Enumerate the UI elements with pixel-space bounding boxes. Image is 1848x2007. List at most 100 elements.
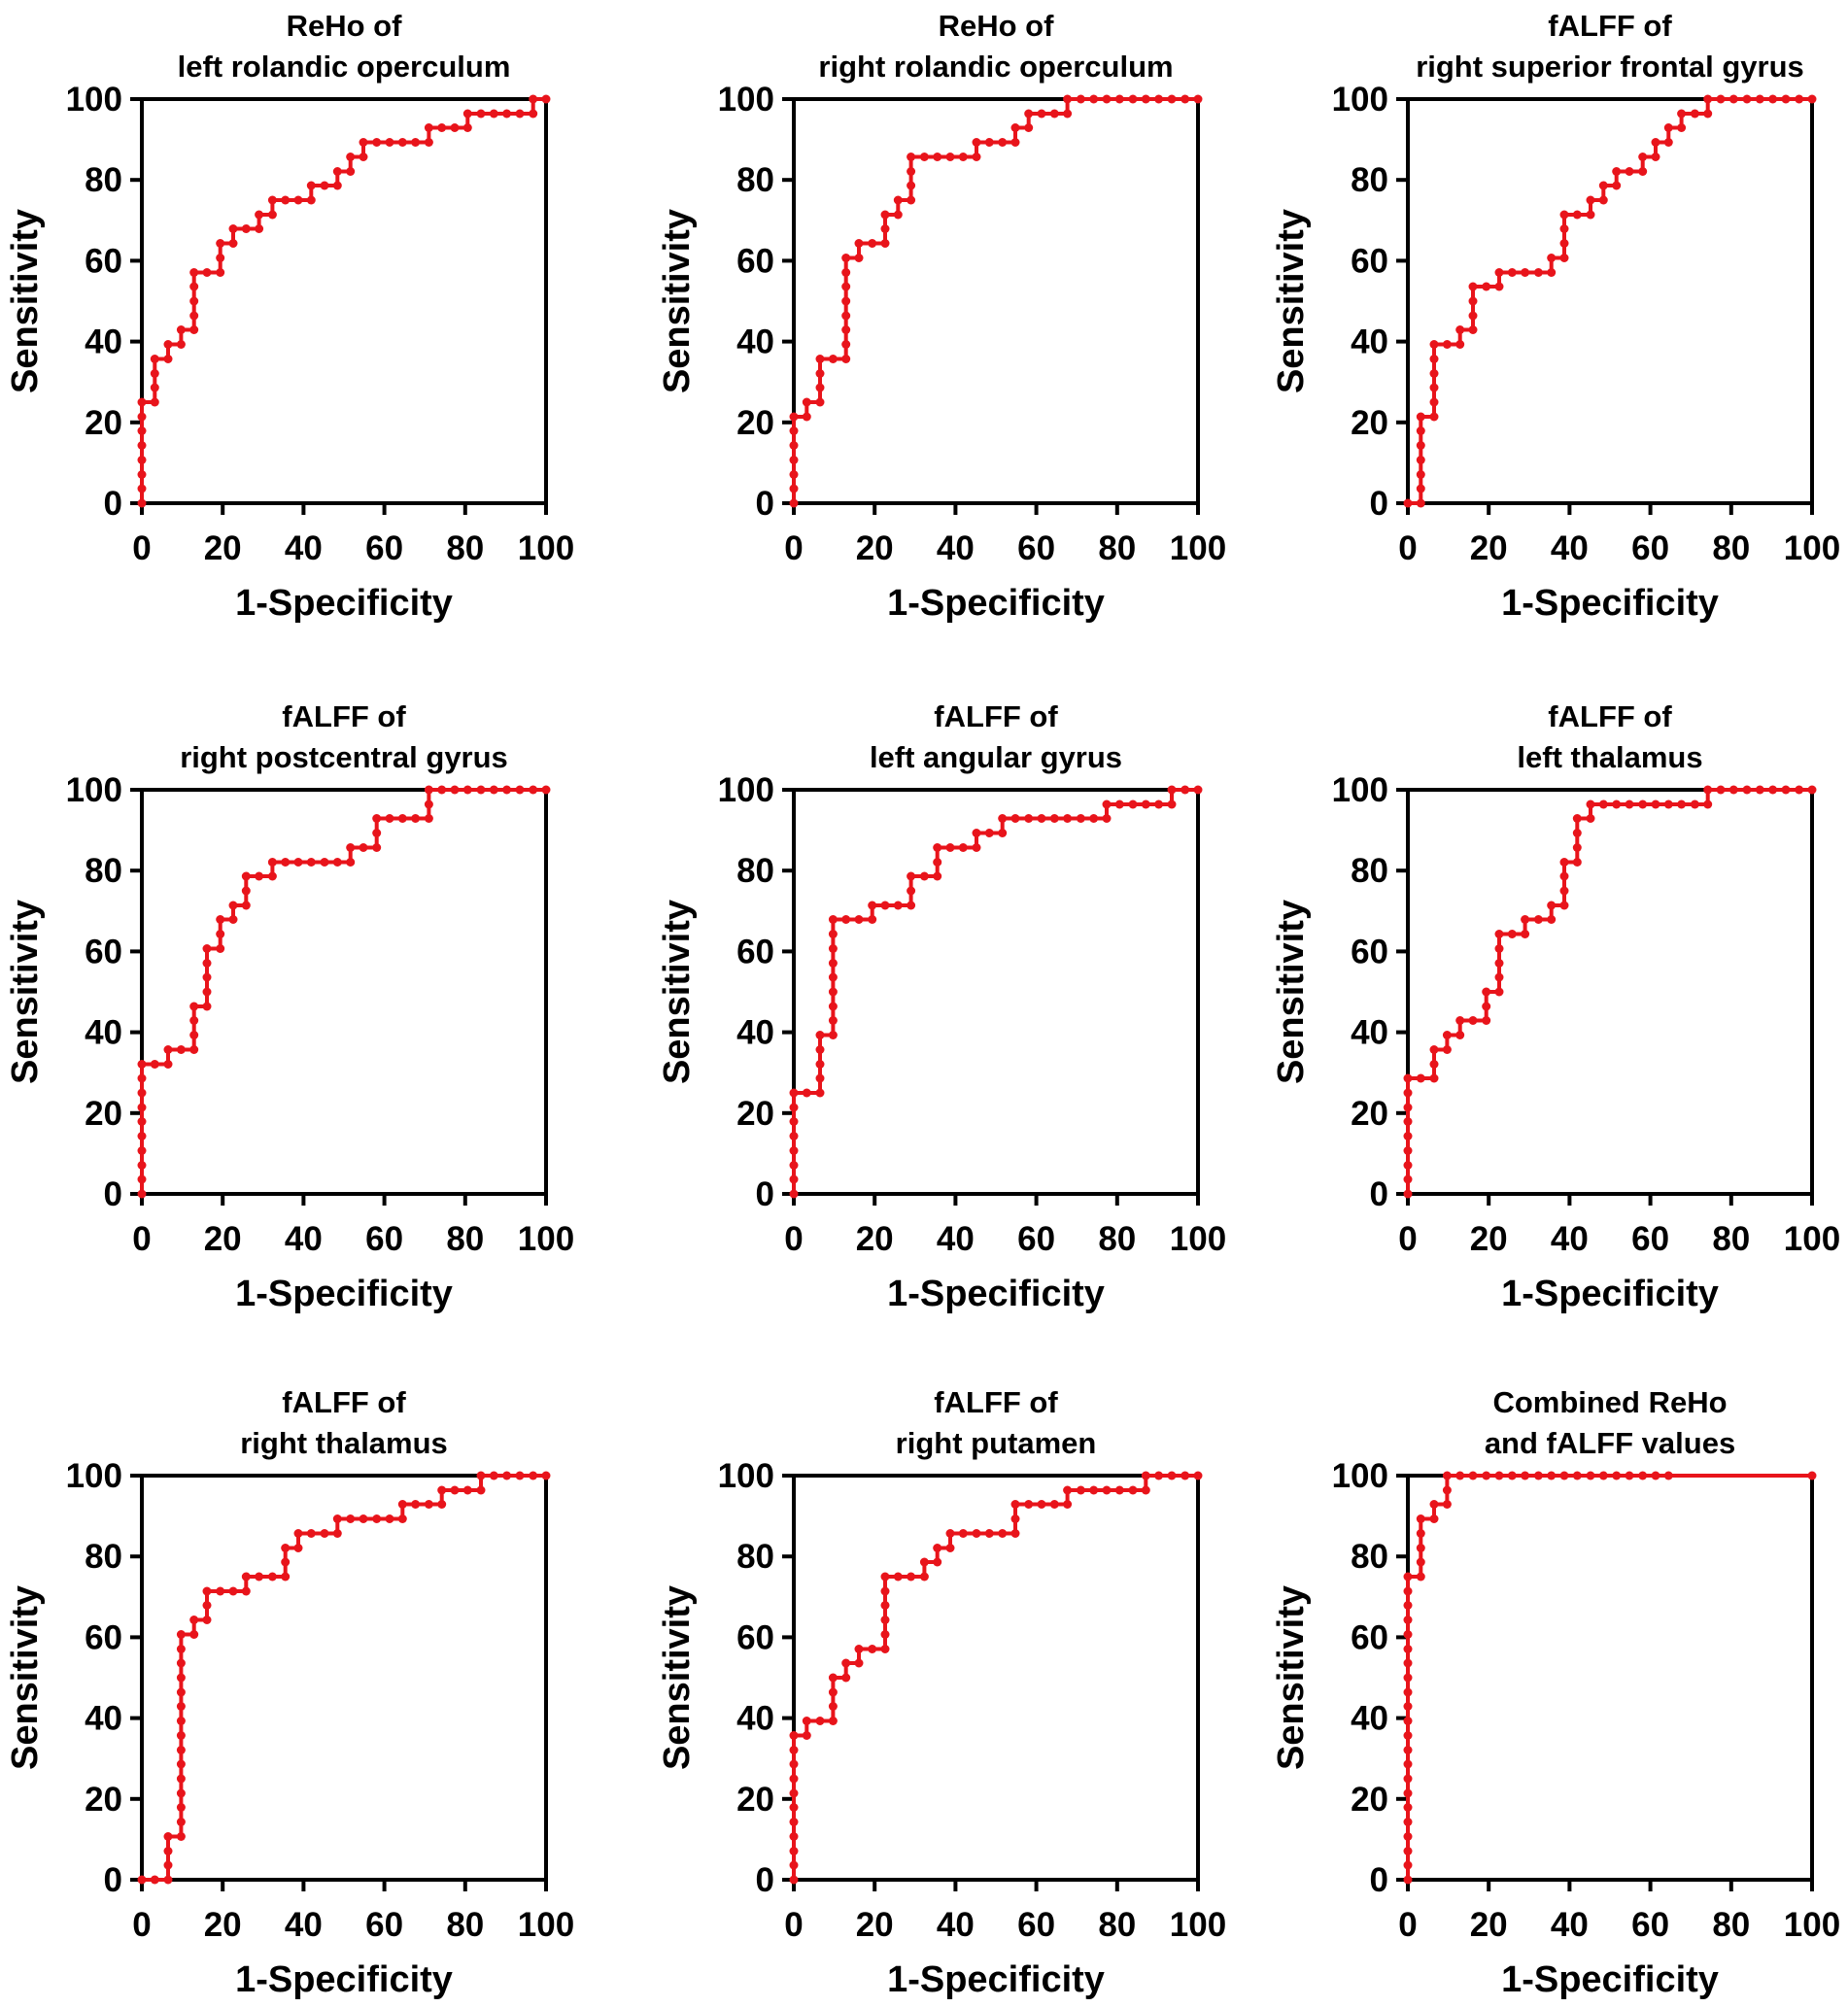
roc-point [1494, 282, 1504, 291]
roc-point [476, 1485, 486, 1495]
roc-point [1403, 1189, 1413, 1199]
roc-point [1612, 167, 1622, 176]
roc-point [255, 871, 264, 881]
roc-point [1547, 901, 1557, 910]
roc-point [1742, 94, 1752, 104]
roc-point [1024, 1500, 1034, 1509]
roc-point [255, 210, 264, 220]
roc-point [346, 167, 356, 176]
roc-point [1742, 785, 1752, 795]
x-tick-label: 100 [518, 1906, 574, 1944]
roc-point [267, 195, 277, 205]
roc-point [972, 1529, 981, 1538]
roc-point [1625, 799, 1634, 809]
roc-point [1442, 340, 1452, 349]
roc-point [150, 1060, 159, 1069]
roc-point [1521, 930, 1530, 938]
y-tick-label: 0 [104, 1861, 122, 1899]
roc-point [841, 325, 851, 334]
roc-point [1598, 181, 1608, 190]
roc-point [176, 340, 186, 349]
x-tick-label: 80 [446, 1220, 484, 1258]
roc-point [1063, 109, 1073, 119]
roc-point [1442, 1500, 1452, 1509]
y-tick-label: 80 [85, 161, 122, 199]
y-tick-label: 0 [1370, 485, 1388, 523]
roc-point [150, 1875, 159, 1885]
roc-point [1507, 268, 1517, 277]
roc-point [281, 1572, 291, 1582]
roc-point [972, 829, 981, 837]
roc-point [1154, 94, 1164, 104]
roc-point [411, 814, 421, 823]
roc-point [1572, 814, 1582, 823]
roc-point [841, 296, 851, 306]
roc-point [1455, 340, 1465, 349]
roc-point [1024, 109, 1034, 119]
roc-point [1468, 1471, 1478, 1480]
x-tick-label: 100 [518, 529, 574, 567]
roc-point [202, 1586, 212, 1596]
x-tick-label: 80 [1098, 1906, 1136, 1944]
roc-point [216, 1586, 225, 1596]
roc-point [1063, 1500, 1073, 1509]
x-axis-label: 1-Specificity [887, 1959, 1105, 2000]
roc-point [267, 210, 277, 220]
y-tick-label: 0 [104, 1175, 122, 1213]
roc-point [1429, 355, 1439, 363]
roc-point [1690, 109, 1699, 119]
roc-point [789, 412, 799, 422]
roc-point [450, 1485, 460, 1495]
roc-point [1716, 94, 1726, 104]
roc-point [1507, 1471, 1517, 1480]
roc-point [163, 1832, 173, 1841]
x-tick-label: 80 [446, 1906, 484, 1944]
roc-point [880, 1586, 890, 1596]
roc-chart-3: fALFF of right superior frontal gyrus 0 20 4… [1271, 9, 1840, 624]
roc-point [1181, 785, 1190, 795]
roc-curve-line [1406, 1474, 1812, 1880]
roc-point [868, 239, 877, 248]
roc-point [868, 901, 877, 910]
roc-point [137, 397, 147, 407]
roc-point [1114, 799, 1124, 809]
x-tick-label: 60 [1017, 1220, 1055, 1258]
chart-title-line: fALFF of [1548, 699, 1672, 733]
roc-chart-9: Combined ReHo and fALFF values 0 20 40 60 80 10… [1271, 1385, 1840, 2000]
roc-point [1429, 1500, 1439, 1509]
roc-point [1807, 94, 1817, 104]
roc-point [306, 858, 316, 867]
roc-point [828, 1673, 838, 1683]
x-axis-label: 1-Specificity [887, 1274, 1105, 1314]
x-axis-label: 1-Specificity [1501, 1274, 1719, 1314]
x-tick-label: 60 [1631, 1220, 1669, 1258]
y-tick-label: 0 [756, 485, 774, 523]
roc-point [437, 1485, 447, 1495]
roc-point [137, 1174, 147, 1184]
roc-point [541, 94, 551, 104]
roc-point [228, 1586, 238, 1596]
roc-point [137, 1103, 147, 1112]
roc-point [163, 1875, 173, 1885]
roc-point [854, 1658, 864, 1668]
roc-point [176, 1731, 186, 1740]
roc-point [1703, 94, 1713, 104]
roc-point [841, 254, 851, 262]
roc-point [1089, 1485, 1099, 1495]
roc-point [176, 1774, 186, 1784]
roc-point [802, 1088, 811, 1098]
roc-point [1494, 268, 1504, 277]
chart-title-line: ReHo of [939, 9, 1055, 43]
roc-point [1167, 94, 1177, 104]
plot-frame [792, 97, 1200, 505]
roc-point [1037, 814, 1046, 823]
roc-point [241, 1572, 251, 1582]
x-axis-label: 1-Specificity [235, 583, 453, 624]
roc-point [1010, 138, 1020, 147]
roc-point [1677, 799, 1687, 809]
chart-title-line: right putamen [896, 1426, 1097, 1460]
y-tick-label: 40 [736, 1014, 774, 1052]
roc-point [529, 785, 538, 795]
roc-point [1403, 1717, 1413, 1725]
roc-chart-1: ReHo of left rolandic operculum 0 20 40 60 80 1… [5, 9, 574, 624]
